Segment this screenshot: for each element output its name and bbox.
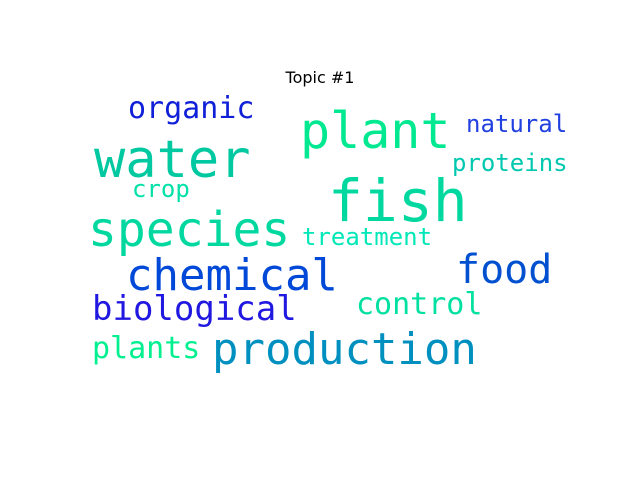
word-plants: plants	[92, 331, 201, 366]
word-control: control	[356, 287, 483, 322]
word-biological: biological	[92, 289, 297, 329]
word-chemical: chemical	[126, 250, 338, 301]
word-species: species	[88, 202, 291, 258]
word-water: water	[94, 130, 251, 190]
word-production: production	[212, 324, 477, 375]
word-treatment: treatment	[302, 223, 433, 251]
word-natural: natural	[466, 110, 568, 138]
word-organic: organic	[128, 91, 255, 126]
word-plant: plant	[300, 102, 451, 160]
word-crop: crop	[132, 175, 190, 203]
word-fish: fish	[328, 167, 468, 235]
word-food: food	[456, 247, 553, 293]
word-proteins: proteins	[452, 149, 568, 177]
figure-title: Topic #1	[285, 68, 355, 87]
